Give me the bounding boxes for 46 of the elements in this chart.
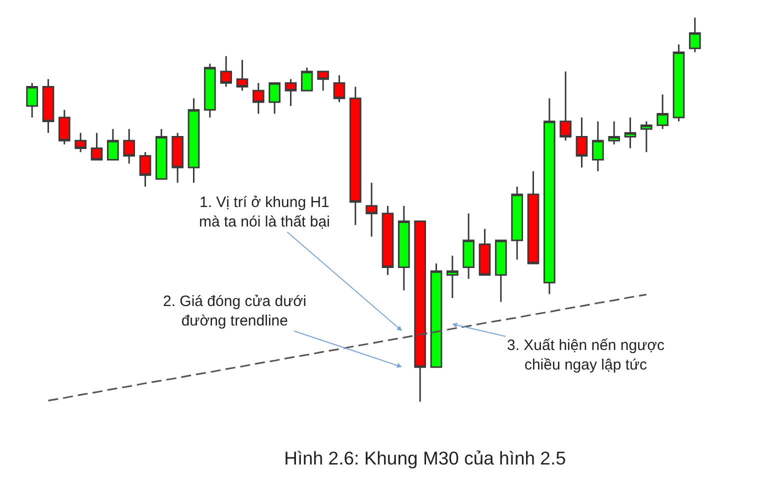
candlestick [366, 182, 378, 238]
candlestick [220, 55, 232, 88]
candlestick [478, 228, 491, 276]
candlestick [640, 120, 652, 153]
candlestick [446, 255, 458, 299]
candlestick [172, 132, 184, 184]
candlestick [624, 116, 636, 149]
candlestick [430, 262, 442, 368]
candlestick [252, 82, 264, 114]
candlestick [527, 170, 540, 264]
candlestick [188, 98, 200, 184]
candlestick [398, 205, 410, 292]
candlestick [672, 44, 685, 122]
candlestick [74, 132, 87, 153]
candlestick [123, 128, 136, 164]
candlestick [382, 205, 394, 276]
candlestick [317, 70, 330, 92]
candlestick [106, 128, 119, 161]
text: Hình 2.6: Khung M30 của hình 2.5 [284, 447, 566, 468]
candlestick [90, 132, 103, 161]
candlestick [688, 16, 701, 53]
candlestick [284, 78, 297, 107]
candlestick [511, 186, 524, 260]
candlestick [204, 63, 216, 118]
candlestick [462, 212, 475, 280]
candlestick [26, 82, 38, 118]
candlestick [656, 94, 669, 130]
candlestick [543, 98, 556, 295]
candlestick [268, 82, 281, 114]
candlestick [139, 151, 152, 188]
candlestick [560, 70, 572, 142]
candlestick [236, 59, 248, 92]
candlestick [608, 120, 620, 146]
candlestick [576, 116, 588, 168]
candlestick [42, 78, 54, 134]
candlestick [58, 109, 70, 146]
candlestick [155, 128, 168, 180]
annotation: 2. Giá đóng cửa dưới đường trendline [163, 293, 306, 330]
annotation: 3. Xuất hiện nến ngược chiều ngay lập tức [507, 337, 665, 374]
candlestick [592, 120, 604, 172]
candlestick [414, 220, 426, 402]
candlestick [349, 86, 362, 226]
candlestick [333, 74, 346, 103]
annotation: 1. Vị trí ở khung H1 mà ta nói là thất bại [199, 194, 330, 230]
candlestick [494, 240, 507, 303]
candlestick [300, 66, 313, 92]
